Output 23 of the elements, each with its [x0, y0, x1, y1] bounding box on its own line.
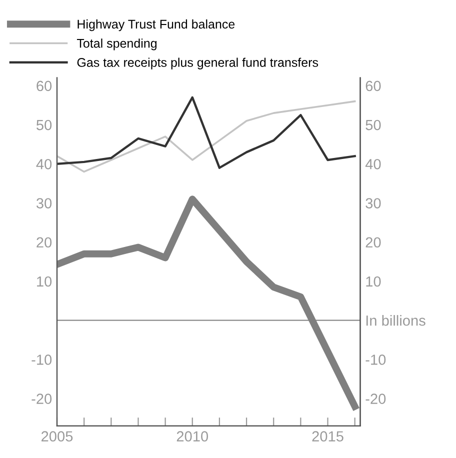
- y-tick-label: 40: [36, 159, 52, 170]
- y2-tick-label: 10: [366, 276, 381, 287]
- y2-tick-label: -20: [366, 394, 386, 404]
- y2-tick-label: -10: [366, 354, 386, 365]
- y-tick-label: -10: [32, 354, 52, 365]
- x-tick-label: 2010: [176, 431, 208, 442]
- y-tick-label: 50: [36, 120, 52, 130]
- y-tick-label: 10: [37, 276, 52, 287]
- legend-label: Highway Trust Fund balance: [78, 19, 235, 32]
- legend-label: Total spending: [76, 38, 157, 50]
- x-tick-label: 2015: [312, 431, 344, 442]
- y-tick-label: -20: [32, 394, 52, 404]
- y-tick-label: 60: [36, 80, 52, 92]
- y2-tick-label: 50: [366, 120, 381, 130]
- y-tick-label: 20: [36, 237, 52, 248]
- y2-tick-label: 40: [365, 159, 381, 170]
- y2-tick-label: In billions: [366, 315, 426, 326]
- y2-tick-label: 60: [366, 80, 381, 92]
- y2-tick-label: 30: [366, 198, 381, 208]
- y2-tick-label: 20: [366, 237, 381, 248]
- legend-label: Gas tax receipts plus general fund transfers: [77, 58, 318, 70]
- y-tick-label: 30: [36, 198, 52, 208]
- x-tick-label: 2005: [42, 431, 73, 442]
